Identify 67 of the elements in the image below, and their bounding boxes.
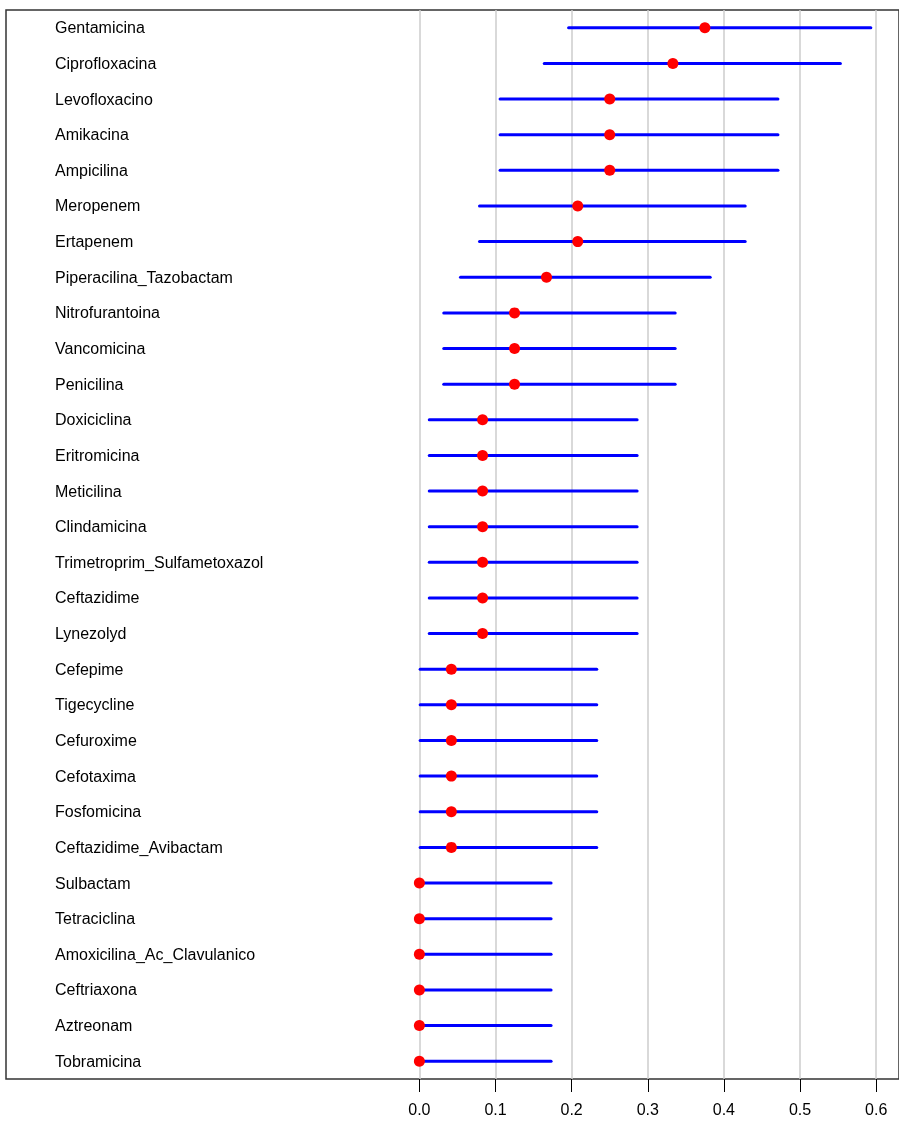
point	[445, 841, 457, 853]
x-tick-label: 0.4	[712, 1100, 736, 1118]
y-tick-label: Ampicilina	[55, 161, 129, 179]
point	[572, 200, 584, 212]
y-tick-label: Fosfomicina	[55, 803, 142, 821]
y-tick-label: Eritromicina	[55, 446, 140, 464]
point	[413, 1020, 425, 1032]
point	[509, 343, 521, 355]
x-tick-label: 0.6	[865, 1100, 888, 1118]
y-tick-label: Tigecycline	[55, 696, 135, 714]
point	[477, 628, 489, 640]
y-tick-label: Gentamicina	[55, 19, 145, 37]
point	[413, 877, 425, 889]
point	[541, 271, 553, 283]
point	[413, 913, 425, 925]
point	[445, 699, 457, 711]
point	[477, 449, 489, 461]
y-tick-label: Ceftazidime_Avibactam	[55, 838, 223, 857]
y-tick-label: Doxiciclina	[55, 411, 132, 429]
y-tick-label: Aztreonam	[55, 1017, 133, 1035]
y-tick-label: Ciprofloxacina	[55, 54, 157, 72]
y-tick-label: Amikacina	[55, 126, 129, 144]
y-tick-label: Meropenem	[55, 197, 141, 215]
point	[509, 378, 521, 390]
x-tick-label: 0.5	[788, 1100, 812, 1118]
point	[604, 129, 616, 141]
point	[445, 806, 457, 818]
y-tick-label: Tetraciclina	[55, 910, 136, 928]
y-tick-label: Vancomicina	[55, 340, 146, 358]
y-tick-label: Levofloxacino	[55, 90, 153, 108]
y-tick-label: Lynezolyd	[55, 625, 127, 643]
y-tick-label: Cefuroxime	[55, 731, 137, 749]
y-tick-label: Nitrofurantoina	[55, 304, 161, 322]
point	[699, 22, 711, 34]
point	[413, 948, 425, 960]
y-tick-label: Meticilina	[55, 482, 122, 500]
y-tick-label: Amoxicilina_Ac_Clavulanico	[55, 945, 256, 964]
point	[477, 592, 489, 604]
y-tick-label: Piperacilina_Tazobactam	[55, 268, 233, 287]
point	[604, 164, 616, 176]
x-tick-label: 0.0	[408, 1100, 431, 1118]
y-tick-label: Tobramicina	[55, 1052, 142, 1070]
point	[477, 556, 489, 568]
y-tick-label: Sulbactam	[55, 874, 131, 892]
x-tick-label: 0.1	[484, 1100, 507, 1118]
point	[604, 93, 616, 105]
point	[413, 1055, 425, 1067]
point	[477, 414, 489, 426]
y-tick-label: Ertapenem	[55, 233, 134, 251]
y-tick-label: Penicilina	[55, 375, 124, 393]
point	[477, 521, 489, 533]
x-tick-label: 0.2	[560, 1100, 583, 1118]
point	[509, 307, 521, 319]
y-tick-label: Ceftriaxona	[55, 981, 137, 999]
y-tick-label: Trimetroprim_Sulfametoxazol	[55, 553, 264, 572]
point	[572, 236, 584, 248]
point	[445, 663, 457, 675]
point	[667, 57, 679, 69]
y-tick-label: Cefepime	[55, 660, 124, 678]
y-tick-label: Clindamicina	[55, 518, 147, 536]
y-tick-label: Ceftazidime	[55, 589, 140, 607]
point	[445, 734, 457, 746]
y-tick-label: Cefotaxima	[55, 767, 137, 785]
point	[477, 485, 489, 497]
x-tick-label: 0.3	[636, 1100, 659, 1118]
point	[413, 984, 425, 996]
point	[445, 770, 457, 782]
